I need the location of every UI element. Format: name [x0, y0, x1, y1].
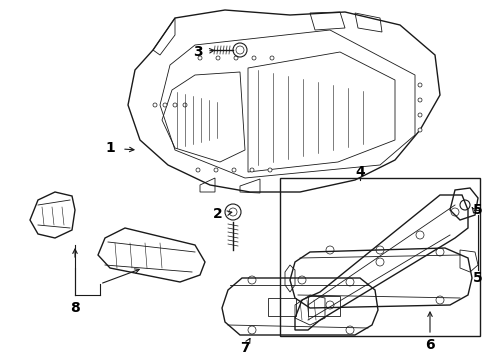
Text: 1: 1 — [105, 141, 115, 155]
Text: 5: 5 — [472, 203, 482, 217]
Circle shape — [231, 168, 236, 172]
Circle shape — [417, 113, 421, 117]
Text: 2: 2 — [213, 207, 223, 221]
Text: 7: 7 — [240, 341, 249, 355]
Circle shape — [234, 56, 238, 60]
Circle shape — [198, 56, 202, 60]
Circle shape — [153, 103, 157, 107]
Bar — [267, 298, 295, 316]
Circle shape — [267, 168, 271, 172]
Text: 4: 4 — [354, 165, 364, 179]
Circle shape — [417, 98, 421, 102]
Circle shape — [249, 168, 253, 172]
Bar — [307, 296, 339, 316]
Circle shape — [269, 56, 273, 60]
Bar — [280, 178, 479, 336]
Circle shape — [216, 56, 220, 60]
Text: 6: 6 — [425, 338, 434, 352]
Text: 5: 5 — [472, 271, 482, 285]
Circle shape — [251, 56, 256, 60]
Circle shape — [183, 103, 186, 107]
Circle shape — [196, 168, 200, 172]
Circle shape — [173, 103, 177, 107]
Circle shape — [163, 103, 167, 107]
Circle shape — [417, 128, 421, 132]
Text: 3: 3 — [193, 45, 203, 59]
Circle shape — [214, 168, 218, 172]
Text: 8: 8 — [70, 301, 80, 315]
Circle shape — [417, 83, 421, 87]
